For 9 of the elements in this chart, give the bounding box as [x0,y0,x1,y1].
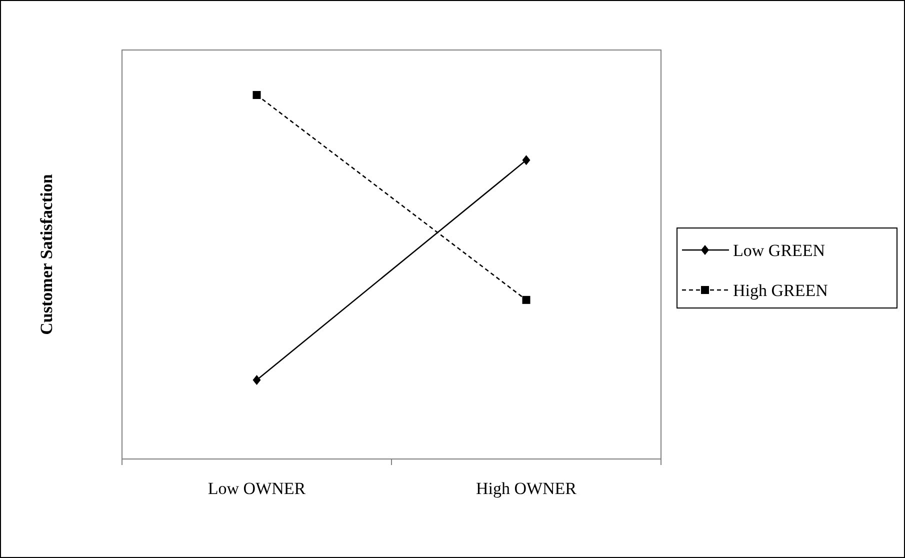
point [522,296,530,304]
x-tick-label: High OWNER [476,479,578,498]
point [252,375,261,386]
y-axis-title: Customer Satisfaction [37,174,56,335]
legend-label: High GREEN [733,281,828,300]
x-tick-label: Low OWNER [208,479,306,498]
point [252,91,261,99]
point [522,155,530,166]
legend-label: Low GREEN [733,241,826,260]
